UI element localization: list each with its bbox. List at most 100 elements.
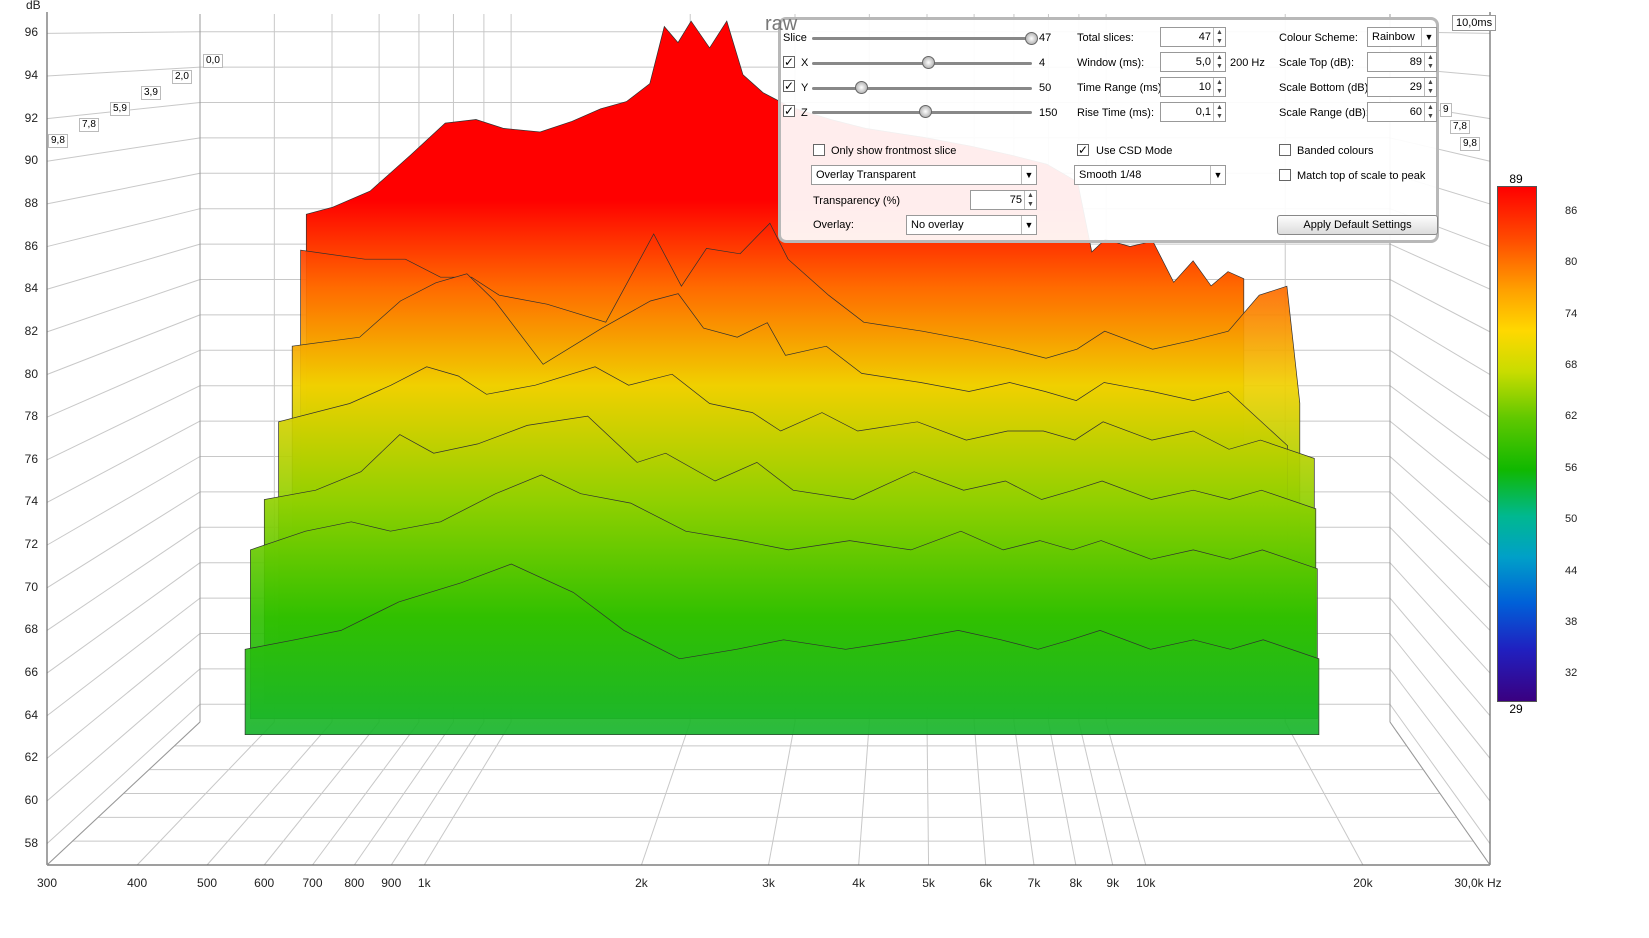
z-label: Z bbox=[801, 107, 808, 119]
colour-scale-tick: 32 bbox=[1565, 667, 1578, 680]
y-tick-label: 86 bbox=[24, 238, 38, 253]
transparency-spinner[interactable]: 75 ▲ ▼ bbox=[970, 190, 1037, 210]
scale-top-label: Scale Top (dB): bbox=[1279, 57, 1355, 69]
side-gridline-y bbox=[46, 562, 201, 674]
x-checkbox[interactable]: ✓ bbox=[783, 55, 795, 69]
time-range-spinner[interactable]: 10 ▲ ▼ bbox=[1160, 77, 1226, 97]
frontmost-slice-checkbox[interactable] bbox=[813, 144, 825, 156]
y-tick-label: 80 bbox=[24, 366, 38, 381]
y-slider-thumb[interactable] bbox=[855, 81, 868, 94]
y-slider[interactable] bbox=[812, 87, 1032, 90]
colour-scale-bottom-label: 29 bbox=[1509, 702, 1523, 716]
side-gridline-y bbox=[46, 349, 201, 418]
x-tick-label: 700 bbox=[302, 876, 323, 890]
y-tick-label: 90 bbox=[24, 153, 38, 168]
overlay-mode-select[interactable]: Overlay Transparent ▼ bbox=[811, 165, 1037, 185]
total-slices-label: Total slices: bbox=[1077, 32, 1134, 44]
side-gridline-y bbox=[46, 66, 201, 77]
side-gridline-y bbox=[1389, 668, 1491, 802]
side-gridline-y bbox=[46, 668, 201, 802]
window-spinner[interactable]: 5,0 ▲ ▼ bbox=[1160, 52, 1226, 72]
side-gridline-y bbox=[1389, 420, 1491, 503]
x-tick-label: 9k bbox=[1106, 876, 1120, 890]
side-gridline-y bbox=[46, 279, 201, 333]
x-label: X bbox=[801, 57, 809, 69]
transparency-label: Transparency (%) bbox=[813, 195, 901, 207]
x-slider-thumb[interactable] bbox=[922, 56, 935, 69]
time-axis-label-right: 9,8 bbox=[1460, 137, 1480, 151]
colour-scale-tick: 80 bbox=[1565, 256, 1578, 269]
banded-colours-label: Banded colours bbox=[1297, 145, 1374, 157]
side-gridline-y bbox=[46, 597, 201, 717]
y-checkbox[interactable]: ✓ bbox=[783, 79, 795, 93]
side-gridline-y bbox=[46, 172, 201, 205]
y-tick-label: 62 bbox=[24, 750, 38, 765]
time-axis-label-right: 7,8 bbox=[1450, 120, 1470, 134]
time-axis-label: 0,0 bbox=[203, 54, 223, 68]
scale-bottom-label: Scale Bottom (dB): bbox=[1279, 82, 1372, 94]
x-value: 4 bbox=[1039, 57, 1046, 69]
panel-title: raw bbox=[765, 13, 798, 35]
banded-colours-checkbox[interactable] bbox=[1279, 144, 1291, 156]
side-gridline-y bbox=[46, 456, 201, 546]
colour-scale-tick: 50 bbox=[1565, 513, 1578, 526]
scale-top-spinner[interactable]: 89 ▲ ▼ bbox=[1367, 52, 1437, 72]
match-top-label: Match top of scale to peak bbox=[1297, 170, 1426, 182]
y-tick-label: 94 bbox=[24, 67, 38, 82]
smoothing-select[interactable]: Smooth 1/48 ▼ bbox=[1074, 165, 1226, 185]
y-tick-label: 74 bbox=[24, 494, 38, 509]
side-gridline-y bbox=[1389, 562, 1491, 674]
z-slider-thumb[interactable] bbox=[919, 105, 932, 118]
window-hz-label: 200 Hz bbox=[1230, 57, 1265, 69]
time-axis-max-label: 10,0ms bbox=[1452, 15, 1497, 31]
x-tick-label: 600 bbox=[254, 876, 275, 890]
overlay-select[interactable]: No overlay ▼ bbox=[906, 215, 1037, 235]
x-tick-label: 30,0k Hz bbox=[1454, 876, 1502, 890]
total-slices-spinner[interactable]: 47 ▲ ▼ bbox=[1160, 27, 1226, 47]
side-gridline-y bbox=[1389, 491, 1491, 589]
window-label: Window (ms): bbox=[1077, 57, 1145, 69]
rise-time-spinner[interactable]: 0,1 ▲ ▼ bbox=[1160, 102, 1226, 122]
side-gridline-y bbox=[1389, 243, 1491, 290]
side-gridline-y bbox=[1389, 456, 1491, 546]
side-gridline-y bbox=[1389, 597, 1491, 717]
scale-bottom-spinner[interactable]: 29 ▲ ▼ bbox=[1367, 77, 1437, 97]
floor-edge-right bbox=[1389, 721, 1491, 866]
x-tick-label: 900 bbox=[381, 876, 402, 890]
x-tick-label: 800 bbox=[344, 876, 365, 890]
csd-mode-checkbox[interactable]: ✓ bbox=[1077, 143, 1089, 157]
x-tick-label: 7k bbox=[1027, 876, 1041, 890]
z-checkbox[interactable]: ✓ bbox=[783, 104, 795, 118]
colour-scale-tick: 86 bbox=[1565, 204, 1578, 217]
y-tick-label: 72 bbox=[24, 537, 38, 552]
floor-edge-left bbox=[46, 721, 201, 866]
match-top-checkbox[interactable] bbox=[1279, 169, 1291, 181]
x-tick-label: 10k bbox=[1136, 876, 1156, 890]
slice-slider-thumb[interactable] bbox=[1025, 32, 1038, 45]
time-axis-label: 2,0 bbox=[172, 70, 192, 84]
y-tick-label: 66 bbox=[24, 665, 38, 680]
scale-range-spinner[interactable]: 60 ▲ ▼ bbox=[1367, 102, 1437, 122]
frontmost-slice-label: Only show frontmost slice bbox=[831, 145, 957, 157]
slice-label: Slice bbox=[783, 32, 807, 44]
colour-scheme-select[interactable]: Rainbow ▼ bbox=[1367, 27, 1437, 47]
x-tick-label: 400 bbox=[127, 876, 148, 890]
side-gridline-y bbox=[1389, 633, 1491, 759]
side-gridline-y bbox=[46, 31, 201, 34]
y-tick-label: 96 bbox=[24, 25, 38, 40]
slice-slider[interactable] bbox=[812, 37, 1032, 40]
side-gridline-y bbox=[46, 314, 201, 375]
side-gridline-y bbox=[46, 633, 201, 759]
apply-default-settings-button[interactable]: Apply Default Settings bbox=[1277, 215, 1438, 235]
side-gridline-y bbox=[46, 703, 201, 845]
colour-scale-tick: 38 bbox=[1565, 615, 1578, 628]
side-gridline-y bbox=[1389, 349, 1491, 418]
time-axis-label: 7,8 bbox=[79, 118, 99, 132]
x-tick-label: 5k bbox=[922, 876, 935, 890]
y-unit-label: dB bbox=[26, 0, 41, 12]
time-range-label: Time Range (ms): bbox=[1077, 82, 1165, 94]
z-value: 150 bbox=[1039, 107, 1058, 119]
colour-scale-tick: 62 bbox=[1565, 410, 1578, 423]
side-gridline-y bbox=[1389, 279, 1491, 333]
colour-scale-tick: 56 bbox=[1565, 461, 1578, 474]
